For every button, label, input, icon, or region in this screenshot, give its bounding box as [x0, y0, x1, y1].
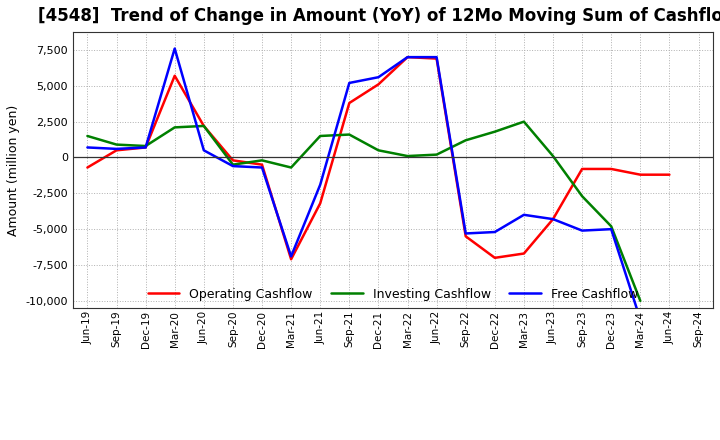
Operating Cashflow	[665, 172, 674, 177]
Operating Cashflow	[112, 148, 121, 153]
Operating Cashflow	[403, 55, 412, 60]
Free Cashflow	[171, 46, 179, 51]
Operating Cashflow	[258, 162, 266, 167]
Operating Cashflow	[374, 82, 383, 87]
Investing Cashflow	[258, 158, 266, 163]
Free Cashflow	[258, 165, 266, 170]
Investing Cashflow	[345, 132, 354, 137]
Operating Cashflow	[607, 166, 616, 172]
Line: Free Cashflow: Free Cashflow	[87, 48, 640, 319]
Line: Investing Cashflow: Investing Cashflow	[87, 121, 640, 301]
Investing Cashflow	[520, 119, 528, 124]
Line: Operating Cashflow: Operating Cashflow	[87, 57, 670, 259]
Operating Cashflow	[462, 234, 470, 239]
Operating Cashflow	[549, 216, 557, 222]
Free Cashflow	[462, 231, 470, 236]
Investing Cashflow	[577, 194, 586, 199]
Investing Cashflow	[316, 133, 325, 139]
Legend: Operating Cashflow, Investing Cashflow, Free Cashflow: Operating Cashflow, Investing Cashflow, …	[144, 284, 642, 304]
Investing Cashflow	[374, 148, 383, 153]
Free Cashflow	[112, 146, 121, 151]
Investing Cashflow	[636, 298, 644, 304]
Free Cashflow	[287, 254, 295, 259]
Investing Cashflow	[199, 123, 208, 128]
Investing Cashflow	[403, 154, 412, 159]
Investing Cashflow	[171, 125, 179, 130]
Free Cashflow	[199, 148, 208, 153]
Free Cashflow	[316, 182, 325, 187]
Operating Cashflow	[316, 201, 325, 206]
Operating Cashflow	[490, 255, 499, 260]
Free Cashflow	[141, 145, 150, 150]
Operating Cashflow	[520, 251, 528, 256]
Free Cashflow	[607, 227, 616, 232]
Operating Cashflow	[432, 56, 441, 61]
Operating Cashflow	[141, 145, 150, 150]
Free Cashflow	[403, 55, 412, 60]
Investing Cashflow	[607, 224, 616, 229]
Operating Cashflow	[228, 158, 237, 163]
Operating Cashflow	[636, 172, 644, 177]
Investing Cashflow	[112, 142, 121, 147]
Operating Cashflow	[345, 100, 354, 106]
Y-axis label: Amount (million yen): Amount (million yen)	[7, 104, 20, 236]
Operating Cashflow	[171, 73, 179, 78]
Investing Cashflow	[141, 143, 150, 149]
Investing Cashflow	[490, 129, 499, 134]
Investing Cashflow	[228, 162, 237, 167]
Investing Cashflow	[83, 133, 91, 139]
Investing Cashflow	[549, 154, 557, 159]
Operating Cashflow	[577, 166, 586, 172]
Investing Cashflow	[432, 152, 441, 157]
Free Cashflow	[345, 81, 354, 86]
Title: [4548]  Trend of Change in Amount (YoY) of 12Mo Moving Sum of Cashflows: [4548] Trend of Change in Amount (YoY) o…	[38, 7, 720, 25]
Operating Cashflow	[287, 257, 295, 262]
Operating Cashflow	[199, 123, 208, 128]
Free Cashflow	[490, 229, 499, 235]
Free Cashflow	[577, 228, 586, 233]
Free Cashflow	[83, 145, 91, 150]
Free Cashflow	[549, 216, 557, 222]
Free Cashflow	[432, 55, 441, 60]
Investing Cashflow	[462, 138, 470, 143]
Free Cashflow	[228, 163, 237, 169]
Free Cashflow	[374, 74, 383, 80]
Investing Cashflow	[287, 165, 295, 170]
Free Cashflow	[636, 317, 644, 322]
Operating Cashflow	[83, 165, 91, 170]
Free Cashflow	[520, 212, 528, 217]
